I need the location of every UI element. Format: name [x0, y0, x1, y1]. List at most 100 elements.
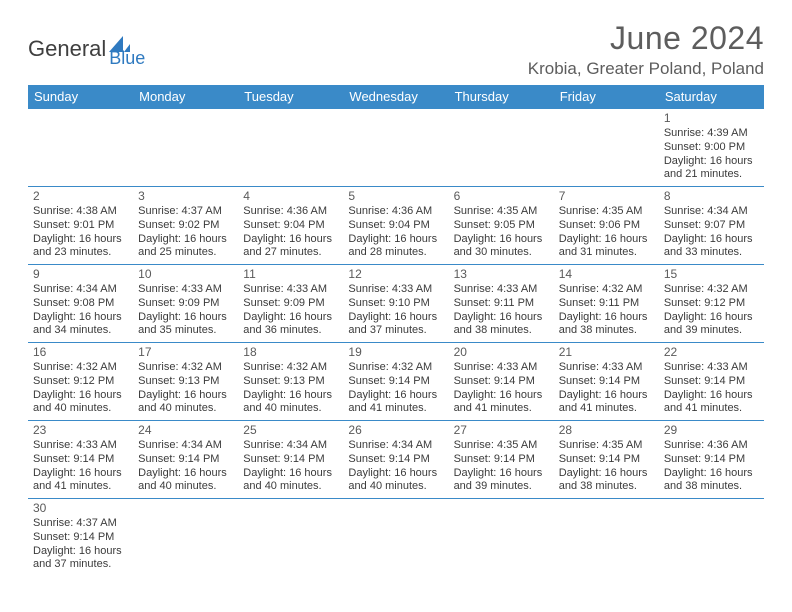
- sunset-text: Sunset: 9:05 PM: [454, 219, 549, 233]
- day-number: 7: [559, 189, 654, 204]
- sunrise-text: Sunrise: 4:35 AM: [559, 439, 654, 453]
- day-header: Wednesday: [343, 85, 448, 109]
- calendar-day-cell: 18Sunrise: 4:32 AMSunset: 9:13 PMDayligh…: [238, 343, 343, 421]
- sunrise-text: Sunrise: 4:37 AM: [138, 205, 233, 219]
- calendar-day-cell: 1Sunrise: 4:39 AMSunset: 9:00 PMDaylight…: [659, 109, 764, 187]
- daylight-text: and 40 minutes.: [138, 480, 233, 494]
- daylight-text: Daylight: 16 hours: [348, 233, 443, 247]
- day-number: 16: [33, 345, 128, 360]
- daylight-text: Daylight: 16 hours: [664, 233, 759, 247]
- calendar-day-cell: 29Sunrise: 4:36 AMSunset: 9:14 PMDayligh…: [659, 421, 764, 499]
- daylight-text: Daylight: 16 hours: [138, 389, 233, 403]
- calendar-day-cell: 30Sunrise: 4:37 AMSunset: 9:14 PMDayligh…: [28, 499, 133, 577]
- day-number: 21: [559, 345, 654, 360]
- sunset-text: Sunset: 9:14 PM: [559, 453, 654, 467]
- sunset-text: Sunset: 9:14 PM: [138, 453, 233, 467]
- day-header: Friday: [554, 85, 659, 109]
- day-header: Sunday: [28, 85, 133, 109]
- day-number: 24: [138, 423, 233, 438]
- page-header: General Blue June 2024 Krobia, Greater P…: [28, 20, 764, 79]
- daylight-text: Daylight: 16 hours: [664, 467, 759, 481]
- daylight-text: and 35 minutes.: [138, 324, 233, 338]
- sunrise-text: Sunrise: 4:32 AM: [243, 361, 338, 375]
- day-header-row: SundayMondayTuesdayWednesdayThursdayFrid…: [28, 85, 764, 109]
- location-subtitle: Krobia, Greater Poland, Poland: [528, 59, 764, 79]
- daylight-text: and 37 minutes.: [33, 558, 128, 572]
- sunrise-text: Sunrise: 4:35 AM: [559, 205, 654, 219]
- calendar-day-cell: 15Sunrise: 4:32 AMSunset: 9:12 PMDayligh…: [659, 265, 764, 343]
- daylight-text: and 23 minutes.: [33, 246, 128, 260]
- sunset-text: Sunset: 9:08 PM: [33, 297, 128, 311]
- sunset-text: Sunset: 9:01 PM: [33, 219, 128, 233]
- calendar-day-cell: 19Sunrise: 4:32 AMSunset: 9:14 PMDayligh…: [343, 343, 448, 421]
- calendar-day-cell: 12Sunrise: 4:33 AMSunset: 9:10 PMDayligh…: [343, 265, 448, 343]
- calendar-empty-cell: [133, 499, 238, 577]
- calendar-day-cell: 24Sunrise: 4:34 AMSunset: 9:14 PMDayligh…: [133, 421, 238, 499]
- day-number: 17: [138, 345, 233, 360]
- daylight-text: Daylight: 16 hours: [559, 467, 654, 481]
- daylight-text: and 30 minutes.: [454, 246, 549, 260]
- calendar-empty-cell: [554, 109, 659, 187]
- daylight-text: and 25 minutes.: [138, 246, 233, 260]
- logo: General Blue: [28, 28, 145, 69]
- calendar-day-cell: 9Sunrise: 4:34 AMSunset: 9:08 PMDaylight…: [28, 265, 133, 343]
- daylight-text: and 21 minutes.: [664, 168, 759, 182]
- sunset-text: Sunset: 9:09 PM: [243, 297, 338, 311]
- sunset-text: Sunset: 9:14 PM: [33, 531, 128, 545]
- calendar-day-cell: 26Sunrise: 4:34 AMSunset: 9:14 PMDayligh…: [343, 421, 448, 499]
- calendar-week-row: 30Sunrise: 4:37 AMSunset: 9:14 PMDayligh…: [28, 499, 764, 577]
- day-number: 12: [348, 267, 443, 282]
- daylight-text: Daylight: 16 hours: [243, 467, 338, 481]
- sunrise-text: Sunrise: 4:34 AM: [664, 205, 759, 219]
- sunrise-text: Sunrise: 4:33 AM: [454, 283, 549, 297]
- daylight-text: Daylight: 16 hours: [33, 233, 128, 247]
- day-number: 19: [348, 345, 443, 360]
- sunset-text: Sunset: 9:06 PM: [559, 219, 654, 233]
- sunrise-text: Sunrise: 4:36 AM: [243, 205, 338, 219]
- daylight-text: Daylight: 16 hours: [454, 233, 549, 247]
- daylight-text: Daylight: 16 hours: [348, 389, 443, 403]
- day-number: 27: [454, 423, 549, 438]
- day-header: Thursday: [449, 85, 554, 109]
- daylight-text: Daylight: 16 hours: [138, 233, 233, 247]
- calendar-empty-cell: [238, 109, 343, 187]
- daylight-text: Daylight: 16 hours: [664, 311, 759, 325]
- month-title: June 2024: [528, 20, 764, 57]
- daylight-text: and 38 minutes.: [664, 480, 759, 494]
- daylight-text: and 38 minutes.: [559, 324, 654, 338]
- sunset-text: Sunset: 9:11 PM: [559, 297, 654, 311]
- calendar-week-row: 16Sunrise: 4:32 AMSunset: 9:12 PMDayligh…: [28, 343, 764, 421]
- logo-text-blue: Blue: [109, 48, 145, 69]
- daylight-text: and 34 minutes.: [33, 324, 128, 338]
- daylight-text: and 39 minutes.: [664, 324, 759, 338]
- daylight-text: and 41 minutes.: [559, 402, 654, 416]
- calendar-empty-cell: [343, 499, 448, 577]
- sunset-text: Sunset: 9:14 PM: [664, 375, 759, 389]
- sunrise-text: Sunrise: 4:36 AM: [664, 439, 759, 453]
- calendar-day-cell: 4Sunrise: 4:36 AMSunset: 9:04 PMDaylight…: [238, 187, 343, 265]
- day-number: 13: [454, 267, 549, 282]
- day-number: 28: [559, 423, 654, 438]
- daylight-text: and 27 minutes.: [243, 246, 338, 260]
- day-number: 26: [348, 423, 443, 438]
- calendar-empty-cell: [343, 109, 448, 187]
- daylight-text: Daylight: 16 hours: [559, 233, 654, 247]
- day-number: 20: [454, 345, 549, 360]
- sunset-text: Sunset: 9:00 PM: [664, 141, 759, 155]
- sunset-text: Sunset: 9:04 PM: [243, 219, 338, 233]
- day-number: 1: [664, 111, 759, 126]
- daylight-text: and 41 minutes.: [348, 402, 443, 416]
- calendar-empty-cell: [449, 109, 554, 187]
- calendar-day-cell: 7Sunrise: 4:35 AMSunset: 9:06 PMDaylight…: [554, 187, 659, 265]
- sunrise-text: Sunrise: 4:33 AM: [348, 283, 443, 297]
- calendar-day-cell: 10Sunrise: 4:33 AMSunset: 9:09 PMDayligh…: [133, 265, 238, 343]
- calendar-empty-cell: [659, 499, 764, 577]
- sunrise-text: Sunrise: 4:32 AM: [664, 283, 759, 297]
- sunrise-text: Sunrise: 4:35 AM: [454, 439, 549, 453]
- daylight-text: and 41 minutes.: [454, 402, 549, 416]
- daylight-text: and 40 minutes.: [243, 402, 338, 416]
- day-number: 22: [664, 345, 759, 360]
- daylight-text: Daylight: 16 hours: [138, 467, 233, 481]
- day-number: 3: [138, 189, 233, 204]
- daylight-text: Daylight: 16 hours: [243, 233, 338, 247]
